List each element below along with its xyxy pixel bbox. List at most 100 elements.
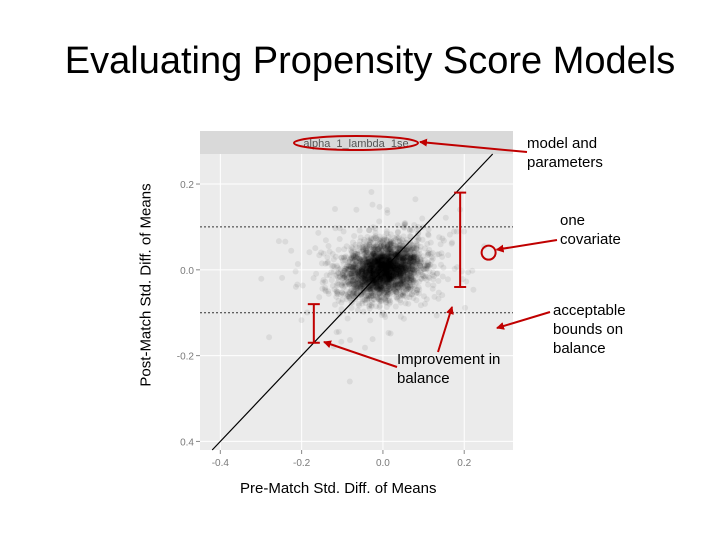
scatter-point [355,280,362,287]
scatter-point [370,256,377,263]
scatter-point [369,271,376,278]
scatter-point [369,270,375,277]
scatter-point [408,277,415,284]
scatter-point [363,249,370,256]
scatter-point [396,254,403,261]
scatter-point [347,256,353,263]
scatter-point [411,249,417,256]
scatter-point [392,280,399,287]
scatter-point [407,262,414,269]
scatter-point [362,270,368,277]
scatter-point [383,276,390,283]
scatter-point [388,246,395,253]
scatter-point [387,285,394,292]
scatter-point [370,265,377,272]
scatter-point [392,283,399,290]
scatter-point [351,268,358,274]
scatter-point [382,265,389,272]
scatter-point [377,276,384,283]
scatter-point [364,262,371,269]
scatter-point [379,253,385,260]
scatter-point [415,252,422,259]
scatter-point [389,238,395,245]
scatter-point [388,252,395,259]
scatter-point [398,253,405,260]
scatter-point [362,275,369,282]
scatter-point [433,312,440,319]
scatter-point [363,292,370,299]
scatter-point [372,257,378,264]
scatter-point [382,259,389,266]
scatter-point [362,253,369,260]
scatter-point [394,262,401,269]
scatter-point [389,257,396,264]
scatter-point [368,270,375,277]
scatter-point [403,265,410,271]
scatter-point [369,254,376,261]
scatter-point [417,263,424,270]
scatter-point [388,265,395,272]
scatter-point [366,285,372,292]
y-tick-label: -0.2 [177,352,195,363]
scatter-point [388,274,395,281]
scatter-point [384,280,391,287]
scatter-point [361,272,368,278]
scatter-point [366,270,373,277]
scatter-point [374,259,381,265]
scatter-point [405,300,412,307]
scatter-point [384,264,391,271]
facet-strip [200,131,513,154]
scatter-point [374,284,381,290]
scatter-point [377,276,384,283]
scatter-point [368,262,375,269]
scatter-point [404,236,411,243]
scatter-point [369,266,376,273]
scatter-point [372,256,379,263]
scatter-point [386,255,393,262]
scatter-point [378,259,385,266]
scatter-point [380,257,387,264]
callout-model-params: model and parameters [527,134,603,172]
scatter-point [387,330,394,337]
scatter-point [389,262,395,269]
scatter-point [360,238,367,245]
scatter-point [425,261,432,268]
scatter-point [363,242,370,249]
scatter-point [336,266,343,273]
scatter-point [398,265,405,272]
scatter-point [409,267,416,274]
scatter-point [365,283,372,290]
scatter-point [405,263,412,270]
scatter-point [409,258,416,265]
scatter-point [373,278,380,284]
scatter-point [401,246,408,253]
scatter-point [389,269,396,276]
scatter-point [369,265,376,272]
scatter-point [406,227,413,234]
scatter-point [346,295,353,301]
scatter-point [376,283,382,290]
scatter-point [343,291,350,298]
scatter-point [360,266,367,273]
scatter-point [401,245,408,252]
scatter-point [384,262,391,269]
scatter-point [393,273,400,280]
scatter-point [375,270,382,276]
scatter-point [410,295,417,301]
scatter-point [388,246,395,253]
scatter-point [424,251,431,258]
scatter-point [381,266,388,273]
scatter-point [399,265,406,272]
scatter-point [401,250,408,257]
scatter-point [383,245,390,252]
scatter-point [381,283,388,290]
scatter-point [386,276,392,283]
callout-acceptable-bounds-line2: bounds on [553,321,624,338]
scatter-point [366,271,373,278]
scatter-point [391,262,398,269]
scatter-point [367,264,374,271]
scatter-point [365,249,371,256]
scatter-point [425,251,432,258]
scatter-point [344,278,351,285]
scatter-point [381,279,387,286]
